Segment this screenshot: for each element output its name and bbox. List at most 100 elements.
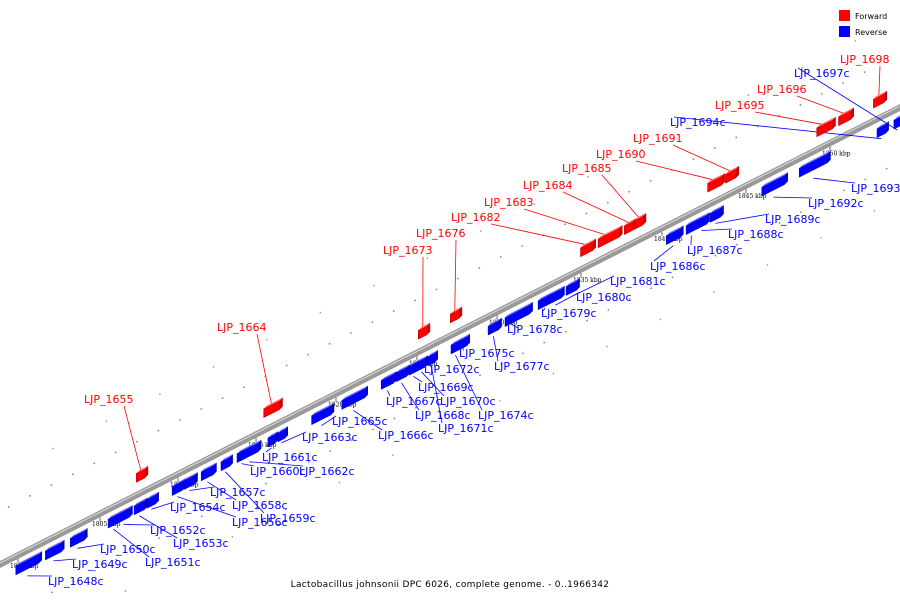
gene-ljp_1680c[interactable] <box>548 285 565 305</box>
gene-label[interactable]: LJP_1651c <box>145 556 201 569</box>
gene-label[interactable]: LJP_1652c <box>150 524 206 537</box>
gene-label[interactable]: LJP_1697c <box>794 67 850 80</box>
gene-ljp_1664[interactable] <box>263 397 283 419</box>
gene-label[interactable]: LJP_1686c <box>650 260 706 273</box>
gene-label[interactable]: LJP_1675c <box>459 347 515 360</box>
gene-ljp_1648c[interactable] <box>15 551 43 576</box>
gene-ljp_1673[interactable] <box>418 322 431 340</box>
gene-label[interactable]: LJP_1689c <box>765 213 821 226</box>
gene-ljp_1670c[interactable] <box>417 355 428 372</box>
gene-label[interactable]: LJP_1672c <box>424 363 480 376</box>
gene-label[interactable]: LJP_1648c <box>48 575 104 588</box>
gene-label[interactable]: LJP_1684 <box>523 179 573 192</box>
gene-label[interactable]: LJP_1657c <box>210 486 266 499</box>
gene-box[interactable] <box>277 428 286 443</box>
gene-ljp_1672c[interactable] <box>427 350 438 367</box>
gene-label[interactable]: LJP_1662c <box>299 465 355 478</box>
track-dot <box>158 537 160 539</box>
gene-label[interactable]: LJP_1676 <box>416 227 466 240</box>
gene-ljp_1663c[interactable] <box>277 426 288 443</box>
gene-label[interactable]: LJP_1668c <box>415 409 471 422</box>
gene-ljp_1665c[interactable] <box>311 402 335 426</box>
gene-ljp_1655[interactable] <box>136 465 149 483</box>
gene-ljp_1690[interactable] <box>707 173 725 193</box>
gene-label[interactable]: LJP_1663c <box>302 431 358 444</box>
gene-label[interactable]: LJP_1679c <box>541 307 597 320</box>
gene-label[interactable]: LJP_1683 <box>484 196 534 209</box>
gene-ljp_1661c[interactable] <box>267 431 278 448</box>
gene-label[interactable]: LJP_1661c <box>262 451 318 464</box>
gene-label[interactable]: LJP_1696 <box>757 83 807 96</box>
gene-ljp_1697c[interactable] <box>893 114 900 130</box>
gene-ljp_1654c[interactable] <box>146 491 159 509</box>
gene-label[interactable]: LJP_1682 <box>451 211 501 224</box>
gene-label[interactable]: LJP_1653c <box>173 537 229 550</box>
gene-ljp_1688c[interactable] <box>695 212 710 230</box>
gene-label[interactable]: LJP_1658c <box>232 499 288 512</box>
gene-label[interactable]: LJP_1678c <box>507 323 563 336</box>
gene-ljp_1696[interactable] <box>838 107 855 127</box>
gene-ljp_1653c[interactable] <box>133 497 148 516</box>
gene-ljp_1698[interactable] <box>873 90 888 109</box>
gene-ljp_1693c[interactable] <box>798 150 831 178</box>
gene-ljp_1659c[interactable] <box>220 454 233 472</box>
gene-label[interactable]: LJP_1691 <box>633 132 683 145</box>
gene-label[interactable]: LJP_1659c <box>260 512 316 525</box>
gene-label[interactable]: LJP_1650c <box>100 543 156 556</box>
gene-label[interactable]: LJP_1693c <box>851 182 900 195</box>
gene-ljp_1649c[interactable] <box>45 539 65 561</box>
gene-box[interactable] <box>597 227 620 249</box>
gene-ljp_1678c[interactable] <box>504 301 533 328</box>
gene-box[interactable] <box>893 116 900 130</box>
gene-ljp_1667c[interactable] <box>380 371 397 390</box>
gene-ljp_1662c[interactable] <box>240 439 262 462</box>
gene-label[interactable]: LJP_1687c <box>687 244 743 257</box>
gene-ljp_1650c[interactable] <box>70 528 88 548</box>
gene-ljp_1666c[interactable] <box>341 385 368 410</box>
gene-label[interactable]: LJP_1681c <box>610 275 666 288</box>
gene-ljp_1675c[interactable] <box>459 333 470 350</box>
gene-ljp_1668c[interactable] <box>395 364 410 383</box>
gene-ljp_1686c[interactable] <box>666 225 684 246</box>
gene-label[interactable]: LJP_1666c <box>378 429 434 442</box>
gene-label[interactable]: LJP_1680c <box>576 291 632 304</box>
gene-ljp_1681c[interactable] <box>565 278 580 296</box>
gene-ljp_1695[interactable] <box>816 116 836 138</box>
gene-box[interactable] <box>311 405 332 426</box>
gene-label[interactable]: LJP_1664 <box>217 321 267 334</box>
gene-label[interactable]: LJP_1670c <box>440 395 496 408</box>
gene-ljp_1657c[interactable] <box>183 472 198 490</box>
gene-label[interactable]: LJP_1665c <box>332 415 388 428</box>
gene-label[interactable]: LJP_1674c <box>478 409 534 422</box>
gene-label[interactable]: LJP_1669c <box>418 381 474 394</box>
gene-label[interactable]: LJP_1655 <box>84 393 134 406</box>
gene-ljp_1658c[interactable] <box>200 462 217 482</box>
gene-label[interactable]: LJP_1688c <box>728 228 784 241</box>
gene-label[interactable]: LJP_1671c <box>438 422 494 435</box>
track-dot <box>414 406 417 409</box>
gene-label[interactable]: LJP_1660c <box>250 465 306 478</box>
gene-ljp_1685[interactable] <box>634 212 647 230</box>
gene-label[interactable]: LJP_1694c <box>670 116 726 129</box>
gene-label[interactable]: LJP_1698 <box>840 53 890 66</box>
gene-ljp_1682[interactable] <box>580 238 597 258</box>
gene-ljp_1677c[interactable] <box>487 317 502 336</box>
gene-ljp_1692c[interactable] <box>761 172 788 197</box>
gene-label[interactable]: LJP_1677c <box>494 360 550 373</box>
gene-label[interactable]: LJP_1685 <box>562 162 612 175</box>
gene-ljp_1676[interactable] <box>450 306 463 324</box>
gene-ljp_1694c[interactable] <box>876 121 889 139</box>
gene-ljp_1689c[interactable] <box>709 205 724 223</box>
gene-ljp_1683[interactable] <box>597 225 623 249</box>
gene-label[interactable]: LJP_1654c <box>170 501 226 514</box>
gene-label[interactable]: LJP_1695 <box>715 99 765 112</box>
gene-label[interactable]: LJP_1649c <box>72 558 128 571</box>
track-dot <box>480 230 482 232</box>
gene-label[interactable]: LJP_1690 <box>596 148 646 161</box>
gene-label[interactable]: LJP_1667c <box>386 395 442 408</box>
gene-label[interactable]: LJP_1656c <box>232 516 288 529</box>
gene-label[interactable]: LJP_1692c <box>808 197 864 210</box>
gene-ljp_1691[interactable] <box>725 165 740 184</box>
gene-label[interactable]: LJP_1673 <box>383 244 433 257</box>
gene-ljp_1652c[interactable] <box>116 505 133 524</box>
